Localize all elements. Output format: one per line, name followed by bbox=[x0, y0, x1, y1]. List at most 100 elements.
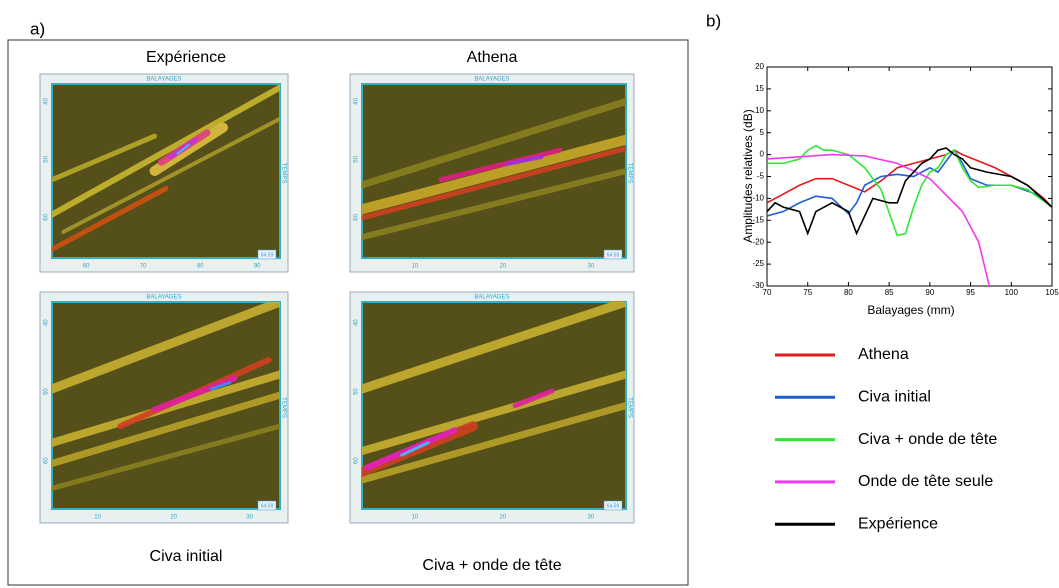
image-top-label: BALAYAGES bbox=[146, 77, 181, 83]
image-side-label: TEMPS bbox=[280, 163, 286, 184]
image-y-tick-label: 40 bbox=[44, 97, 50, 104]
image-title: Expérience bbox=[146, 49, 226, 66]
x-tick-label: 75 bbox=[803, 288, 812, 297]
image-y-tick-label: 50 bbox=[44, 155, 50, 162]
echo-streak bbox=[362, 302, 626, 394]
echo-streak bbox=[400, 441, 430, 457]
image-x-tick-label: 30 bbox=[587, 264, 594, 270]
image-title: Civa initial bbox=[150, 548, 223, 565]
image-x-tick-label: 20 bbox=[499, 264, 506, 270]
legend-label: Onde de tête seule bbox=[858, 473, 993, 490]
x-tick-label: 90 bbox=[925, 288, 934, 297]
y-tick-label: -30 bbox=[752, 281, 764, 290]
echo-streak bbox=[512, 388, 555, 408]
x-tick-label: 95 bbox=[966, 288, 975, 297]
series-line bbox=[767, 144, 1052, 237]
corner-box bbox=[603, 249, 623, 260]
echo-streak bbox=[362, 97, 626, 189]
image-corner-label: 64.59 bbox=[607, 503, 620, 509]
y-tick-label: 20 bbox=[755, 62, 764, 71]
image-side-label: TEMPS bbox=[280, 397, 286, 418]
image-x-tick-label: 10 bbox=[94, 515, 101, 521]
echo-streak bbox=[176, 143, 190, 155]
image-y-tick-label: 50 bbox=[354, 388, 360, 395]
image-y-tick-label: 60 bbox=[354, 213, 360, 220]
image-title: Civa + onde de tête bbox=[422, 557, 561, 574]
y-tick-label: -15 bbox=[752, 215, 764, 224]
echo-streak bbox=[149, 122, 228, 176]
y-tick-label: 10 bbox=[755, 106, 764, 115]
y-tick-label: 5 bbox=[760, 128, 765, 137]
image-area bbox=[361, 301, 627, 510]
image-y-tick-label: 60 bbox=[44, 457, 50, 464]
echo-streak bbox=[362, 145, 626, 221]
y-tick-label: -10 bbox=[752, 194, 764, 203]
image-x-tick-label: 10 bbox=[411, 515, 418, 521]
image-x-tick-label: 70 bbox=[140, 264, 147, 270]
x-tick-label: 105 bbox=[1045, 288, 1059, 297]
image-x-tick-label: 30 bbox=[587, 515, 594, 521]
echo-streak bbox=[505, 155, 544, 167]
image-title: Athena bbox=[467, 49, 518, 66]
y-tick-label: -20 bbox=[752, 237, 764, 246]
image-y-tick-label: 40 bbox=[354, 319, 360, 326]
y-axis-label: Amplitudes relatives (dB) bbox=[741, 109, 755, 242]
x-tick-label: 85 bbox=[885, 288, 894, 297]
image-x-tick-label: 20 bbox=[499, 515, 506, 521]
echo-streak bbox=[364, 427, 458, 471]
echo-streaks bbox=[52, 84, 280, 252]
echo-streak bbox=[61, 116, 280, 234]
series-line bbox=[767, 147, 1052, 236]
panel-a-frame bbox=[7, 39, 689, 586]
echo-streak bbox=[52, 391, 280, 467]
x-tick-label: 100 bbox=[1005, 288, 1019, 297]
corner-box bbox=[257, 500, 277, 511]
echo-streaks bbox=[52, 302, 280, 491]
image-corner-label: 64.59 bbox=[261, 503, 274, 509]
b-scan-image: BALAYAGES TEMPS 10 20 30 40 50 60 64.59 bbox=[349, 291, 635, 524]
echo-streak bbox=[362, 134, 626, 215]
echo-streaks bbox=[362, 97, 626, 241]
echo-streak bbox=[52, 302, 280, 394]
legend-label: Athena bbox=[858, 346, 909, 363]
image-x-tick-label: 90 bbox=[254, 264, 261, 270]
image-top-label: BALAYAGES bbox=[474, 77, 509, 83]
image-y-tick-label: 40 bbox=[44, 319, 50, 326]
series-line bbox=[767, 148, 1052, 217]
echo-streak bbox=[210, 381, 232, 391]
image-x-tick-label: 80 bbox=[197, 264, 204, 270]
echo-streak bbox=[151, 375, 238, 413]
image-x-tick-label: 60 bbox=[83, 264, 90, 270]
echo-streak bbox=[362, 402, 626, 484]
image-corner-label: 64.59 bbox=[607, 252, 620, 258]
echo-streak bbox=[52, 84, 280, 218]
legend-label: Civa + onde de tête bbox=[858, 431, 997, 448]
y-tick-label: 0 bbox=[760, 150, 765, 159]
image-y-tick-label: 50 bbox=[354, 155, 360, 162]
image-x-tick-label: 30 bbox=[246, 515, 253, 521]
image-x-tick-label: 20 bbox=[170, 515, 177, 521]
echo-streak bbox=[362, 168, 626, 241]
echo-streak bbox=[52, 423, 280, 491]
legend-label: Expérience bbox=[858, 515, 938, 532]
image-y-tick-label: 40 bbox=[354, 97, 360, 104]
image-y-tick-label: 60 bbox=[354, 457, 360, 464]
x-tick-label: 70 bbox=[763, 288, 772, 297]
x-tick-label: 80 bbox=[844, 288, 853, 297]
series-line bbox=[767, 149, 1052, 208]
image-y-tick-label: 60 bbox=[44, 213, 50, 220]
echo-streaks bbox=[362, 302, 626, 484]
b-scan-image: BALAYAGES TEMPS 60 70 80 90 40 50 60 64.59 bbox=[39, 73, 289, 273]
image-side-label: TEMPS bbox=[626, 163, 632, 184]
echo-streak bbox=[362, 370, 626, 456]
image-top-label: BALAYAGES bbox=[146, 295, 181, 301]
panel-label: a) bbox=[30, 19, 45, 38]
series-line bbox=[767, 153, 991, 286]
image-x-tick-label: 10 bbox=[411, 264, 418, 270]
y-tick-label: -5 bbox=[757, 172, 765, 181]
corner-box bbox=[257, 249, 277, 260]
legend-label: Civa initial bbox=[858, 389, 931, 406]
echo-streak bbox=[438, 147, 563, 183]
